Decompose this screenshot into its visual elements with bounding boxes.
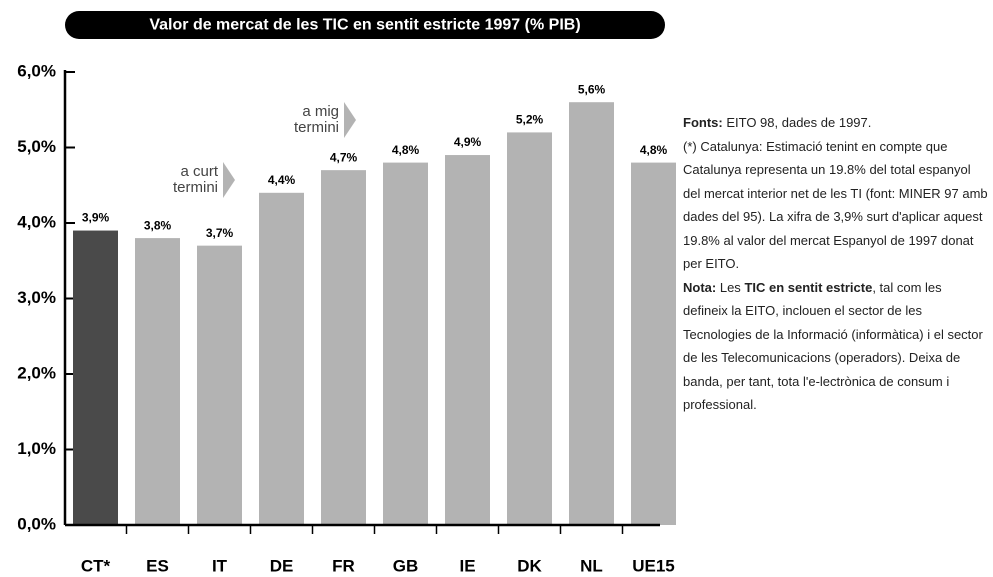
x-tick-label: DE bbox=[270, 556, 294, 575]
x-tick-label: IT bbox=[212, 556, 228, 575]
value-label: 5,2% bbox=[516, 113, 544, 127]
x-tick-label: FR bbox=[332, 556, 355, 575]
bar bbox=[445, 155, 490, 526]
nota-text: Les bbox=[719, 279, 741, 295]
annotation: termini bbox=[294, 119, 339, 136]
y-tick-label: 1,0% bbox=[17, 439, 56, 458]
bar bbox=[507, 132, 552, 525]
nota-label: Nota: bbox=[683, 279, 717, 295]
x-tick-label: CT* bbox=[81, 556, 111, 575]
value-label: 3,8% bbox=[144, 218, 172, 232]
annotation: a mig bbox=[302, 103, 339, 120]
annotation-arrow bbox=[344, 102, 356, 138]
title-pill bbox=[65, 11, 665, 39]
value-label: 4,7% bbox=[330, 150, 358, 164]
bar bbox=[383, 162, 428, 525]
value-label: 4,4% bbox=[268, 173, 296, 187]
y-tick-label: 3,0% bbox=[17, 288, 56, 307]
chart-title: Valor de mercat de les TIC en sentit est… bbox=[149, 17, 580, 34]
annotation: termini bbox=[173, 179, 218, 196]
nota-bold: TIC en sentit estricte bbox=[744, 279, 873, 295]
bar bbox=[135, 238, 180, 525]
bar bbox=[73, 230, 118, 526]
y-tick-label: 0,0% bbox=[17, 514, 56, 533]
fonts-label: Fonts: bbox=[683, 115, 723, 130]
x-tick-label: UE15 bbox=[632, 556, 675, 575]
value-label: 3,7% bbox=[206, 226, 234, 240]
value-label: 3,9% bbox=[82, 211, 110, 225]
value-label: 5,6% bbox=[578, 82, 606, 96]
bar bbox=[631, 162, 676, 525]
bar bbox=[321, 170, 366, 525]
y-tick-label: 2,0% bbox=[17, 363, 56, 382]
x-tick-label: IE bbox=[459, 556, 475, 575]
x-tick-label: ES bbox=[146, 556, 169, 575]
value-label: 4,9% bbox=[454, 135, 482, 149]
catalunya-note: (*) Catalunya: Estimació tenint en compt… bbox=[683, 138, 988, 272]
y-tick-label: 5,0% bbox=[17, 137, 56, 156]
bar bbox=[259, 192, 304, 526]
x-tick-label: GB bbox=[393, 556, 419, 575]
bar bbox=[569, 102, 614, 525]
annotation: a curt bbox=[180, 163, 218, 180]
x-tick-label: NL bbox=[580, 556, 603, 575]
bar bbox=[197, 245, 242, 525]
notes: Fonts: EITO 98, dades de 1997. (*) Catal… bbox=[683, 111, 989, 417]
value-label: 4,8% bbox=[640, 143, 668, 157]
x-tick-label: DK bbox=[517, 556, 542, 575]
y-tick-label: 6,0% bbox=[17, 61, 56, 80]
fonts-text: EITO 98, dades de 1997. bbox=[726, 115, 872, 130]
value-label: 4,8% bbox=[392, 143, 420, 157]
y-tick-label: 4,0% bbox=[17, 212, 56, 231]
annotation-arrow bbox=[223, 162, 235, 198]
nota-text: , tal com les defineix la EITO, inclouen… bbox=[683, 279, 983, 413]
